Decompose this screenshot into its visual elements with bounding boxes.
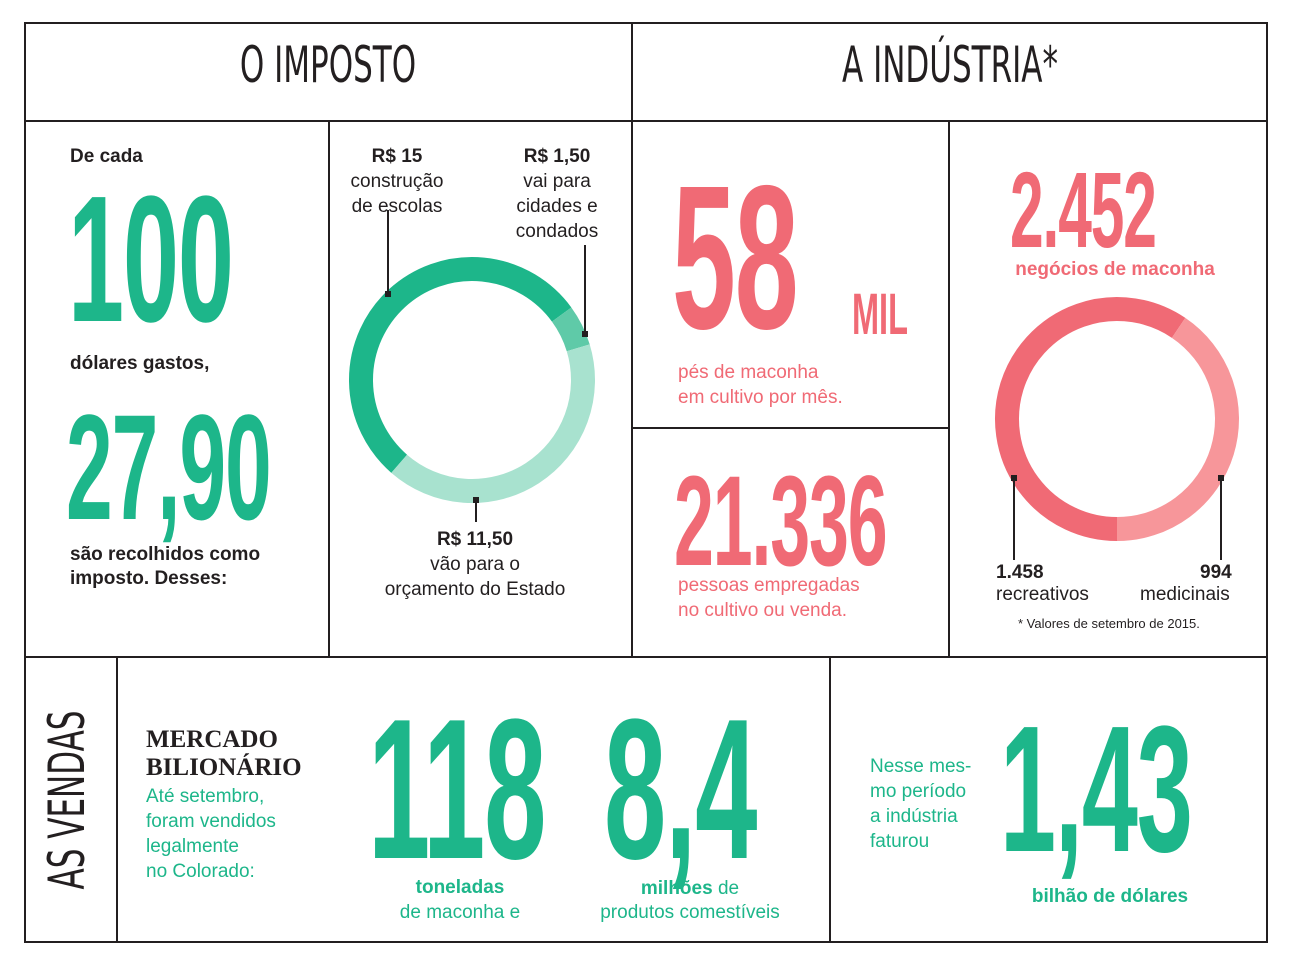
label-cidades-line1: vai para: [523, 171, 591, 192]
milhoes-label: milhões de: [580, 876, 800, 901]
nesse-4: faturou: [870, 831, 930, 852]
imposto-intro: De cada: [70, 146, 143, 167]
label-estado-value: R$ 11,50: [436, 529, 514, 550]
imposto-recolhidos-1: são recolhidos como: [70, 544, 261, 565]
recreativos-value: 1.458: [996, 562, 1044, 583]
big-number-2452: 2.452: [1010, 149, 1157, 270]
vendas-title-1: MERCADO: [146, 726, 278, 753]
bilhao-label: bilhão de dólares: [1031, 886, 1189, 907]
nesse-1: Nesse mes-: [870, 756, 972, 777]
imposto-dolares: dólares gastos,: [70, 353, 210, 374]
toneladas-line2: de maconha e: [399, 902, 521, 923]
divider-vendas-right: [829, 656, 831, 943]
big-number-100: 100: [68, 159, 234, 360]
divider-industria-vertical: [948, 120, 950, 658]
label-escolas-line2: de escolas: [351, 196, 443, 217]
pes-line2: em cultivo por mês.: [678, 387, 843, 408]
slice-medicinais: [1116, 317, 1239, 541]
leader-recreativos-dot: [1011, 475, 1017, 481]
label-cidades-line3: condados: [515, 221, 599, 242]
big-number-58: 58: [672, 143, 799, 372]
vendas-title-2: BILIONÁRIO: [146, 754, 302, 781]
vendas-sub-2: foram vendidos: [146, 811, 276, 832]
label-escolas-value: R$ 15: [371, 146, 423, 167]
label-estado-line1: vão para o: [430, 554, 520, 575]
pes-line1: pés de maconha: [678, 362, 819, 383]
nesse-3: a indústria: [870, 806, 958, 827]
divider-middle-horizontal: [24, 656, 1268, 658]
big-number-21336: 21.336: [674, 450, 888, 593]
big-number-143: 1,43: [1000, 689, 1193, 890]
leader-medicinais-dot: [1218, 475, 1224, 481]
label-escolas: R$ 15 construção de escolas: [330, 145, 464, 219]
divider-header-horizontal: [24, 120, 1268, 122]
infographic-frame: [24, 22, 1268, 943]
toneladas-label: toneladas: [415, 877, 505, 898]
milhoes-de: de: [712, 878, 740, 899]
label-estado-line2: orçamento do Estado: [384, 579, 566, 600]
label-mil: MIL: [852, 282, 908, 347]
milhoes-bold: milhões: [640, 878, 713, 899]
label-cidades-value: R$ 1,50: [523, 146, 591, 167]
slice-escolas: [349, 257, 572, 473]
pessoas-line2: no cultivo ou venda.: [678, 600, 848, 621]
pessoas-line1: pessoas empregadas: [678, 575, 860, 596]
leader-escolas-dot: [385, 291, 391, 297]
vendas-sub-1: Até setembro,: [146, 786, 265, 807]
leader-estado-dot: [473, 497, 479, 503]
header-imposto: O IMPOSTO: [239, 36, 417, 94]
vendas-sub-4: no Colorado:: [146, 861, 255, 882]
slice-estado: [391, 344, 595, 503]
recreativos-label: recreativos: [996, 584, 1089, 605]
big-number-84: 8,4: [604, 678, 757, 901]
negocios-label: negócios de maconha: [1015, 259, 1215, 280]
divider-header-vertical: [631, 22, 633, 658]
medicinais-value: 994: [1200, 562, 1232, 583]
divider-vendas-label: [116, 656, 118, 943]
leader-cidades-dot: [582, 331, 588, 337]
header-industria: A INDÚSTRIA*: [842, 36, 1058, 94]
footnote: * Valores de setembro de 2015.: [1018, 616, 1200, 631]
big-number-118: 118: [368, 678, 546, 901]
divider-imposto-vertical: [328, 120, 330, 658]
divider-industria-mid: [631, 427, 948, 429]
milhoes-line2: produtos comestíveis: [600, 902, 780, 923]
vendas-sub-3: legalmente: [146, 836, 239, 857]
nesse-2: mo período: [870, 781, 967, 802]
big-number-2790: 27,90: [66, 383, 272, 551]
slice-recreativos: [995, 297, 1186, 541]
label-estado: R$ 11,50 vão para o orçamento do Estado: [362, 528, 588, 602]
slice-cidades: [551, 307, 590, 352]
label-escolas-line1: construção: [350, 171, 444, 192]
label-cidades-line2: cidades e: [516, 196, 598, 217]
label-cidades: R$ 1,50 vai para cidades e condados: [500, 145, 614, 244]
medicinais-label: medicinais: [1140, 584, 1230, 605]
imposto-recolhidos-2: imposto. Desses:: [70, 568, 228, 589]
